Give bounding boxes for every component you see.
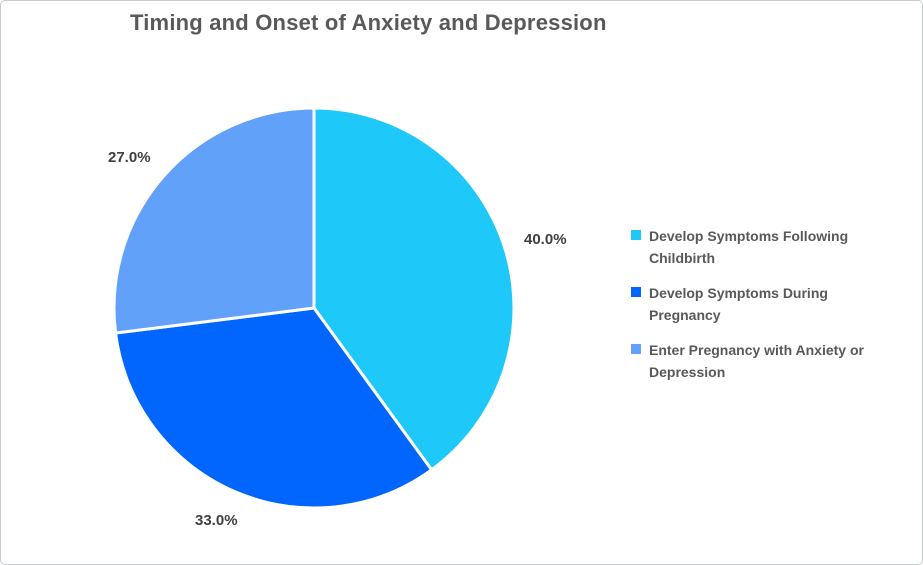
legend-item-enter-pregnancy: Enter Pregnancy with Anxiety or Depressi…	[631, 339, 899, 383]
legend-label: Develop Symptoms Following Childbirth	[649, 228, 849, 266]
pie-slice	[312, 106, 516, 472]
chart-legend: Develop Symptoms Following Childbirth De…	[631, 225, 899, 383]
data-label-during-pregnancy: 33.0%	[195, 512, 238, 529]
legend-swatch-icon	[631, 344, 641, 354]
pie-slice	[112, 106, 316, 335]
legend-label: Enter Pregnancy with Anxiety or Depressi…	[649, 342, 864, 380]
legend-item-during-pregnancy: Develop Symptoms During Pregnancy	[631, 282, 899, 326]
legend-swatch-icon	[631, 287, 641, 297]
legend-item-following-childbirth: Develop Symptoms Following Childbirth	[631, 225, 899, 269]
legend-label: Develop Symptoms During Pregnancy	[649, 285, 828, 323]
data-label-enter-pregnancy: 27.0%	[108, 149, 151, 166]
chart-title: Timing and Onset of Anxiety and Depressi…	[130, 10, 607, 35]
pie-slice	[114, 306, 434, 510]
legend-swatch-icon	[631, 230, 641, 240]
data-label-following-childbirth: 40.0%	[524, 231, 567, 248]
